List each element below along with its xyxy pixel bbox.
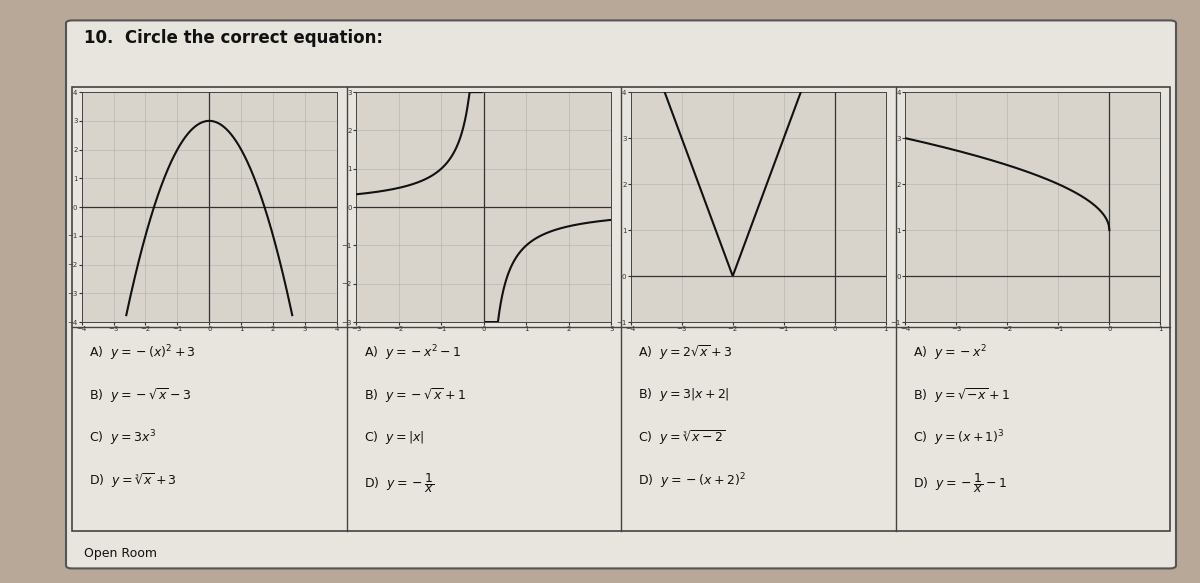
Text: A)  $y = -x^2 - 1$: A) $y = -x^2 - 1$ bbox=[364, 343, 461, 363]
Text: C)  $y = \sqrt[3]{x - 2}$: C) $y = \sqrt[3]{x - 2}$ bbox=[638, 429, 726, 447]
Text: 10.  Circle the correct equation:: 10. Circle the correct equation: bbox=[84, 29, 383, 47]
Text: B)  $y = 3|x + 2|$: B) $y = 3|x + 2|$ bbox=[638, 386, 730, 403]
Text: A)  $y = -x^2$: A) $y = -x^2$ bbox=[913, 343, 986, 363]
Text: C)  $y = 3x^3$: C) $y = 3x^3$ bbox=[89, 429, 156, 448]
Text: B)  $y = -\sqrt{x} - 3$: B) $y = -\sqrt{x} - 3$ bbox=[89, 386, 192, 405]
Text: A)  $y = -(x)^2 + 3$: A) $y = -(x)^2 + 3$ bbox=[89, 343, 196, 363]
Text: D)  $y = \sqrt[3]{x} + 3$: D) $y = \sqrt[3]{x} + 3$ bbox=[89, 472, 178, 490]
Text: C)  $y = |x|$: C) $y = |x|$ bbox=[364, 429, 425, 445]
Text: D)  $y = -(x + 2)^2$: D) $y = -(x + 2)^2$ bbox=[638, 472, 746, 491]
Text: B)  $y = \sqrt{-x} + 1$: B) $y = \sqrt{-x} + 1$ bbox=[913, 386, 1010, 405]
Text: B)  $y = -\sqrt{x} + 1$: B) $y = -\sqrt{x} + 1$ bbox=[364, 386, 466, 405]
Text: Open Room: Open Room bbox=[84, 547, 157, 560]
Text: A)  $y = 2\sqrt{x} + 3$: A) $y = 2\sqrt{x} + 3$ bbox=[638, 343, 733, 362]
Text: C)  $y = (x + 1)^3$: C) $y = (x + 1)^3$ bbox=[913, 429, 1004, 448]
Text: D)  $y = -\dfrac{1}{x} - 1$: D) $y = -\dfrac{1}{x} - 1$ bbox=[913, 472, 1007, 496]
Text: D)  $y = -\dfrac{1}{x}$: D) $y = -\dfrac{1}{x}$ bbox=[364, 472, 434, 496]
